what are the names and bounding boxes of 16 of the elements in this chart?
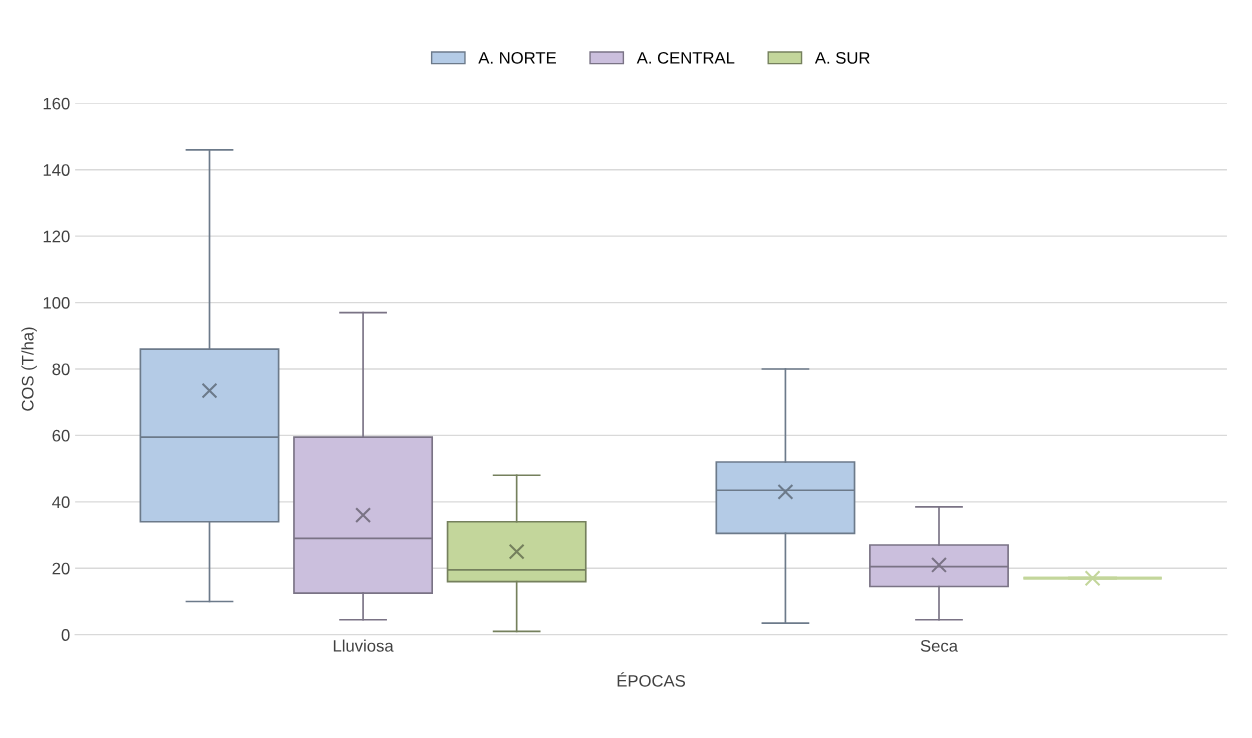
y-tick-label: 160 (43, 97, 70, 110)
y-axis-title: COS (T/ha) (21, 327, 37, 411)
x-tick-label: Lluviosa (333, 639, 394, 652)
legend-label: A. SUR (814, 51, 870, 64)
y-tick-label: 20 (52, 562, 70, 575)
y-tick-label: 120 (43, 230, 70, 243)
y-tick-label: 60 (52, 429, 70, 442)
x-tick-label: Seca (920, 639, 958, 652)
y-tick-label: 0 (61, 629, 70, 641)
legend-label: A. NORTE (478, 51, 556, 64)
x-axis-title: ÉPOCAS (617, 672, 686, 687)
y-tick-label: 80 (52, 363, 70, 376)
legend-label: A. CENTRAL (636, 51, 735, 64)
y-tick-label: 40 (52, 496, 70, 509)
y-tick-label: 100 (43, 296, 70, 309)
y-tick-label: 140 (43, 164, 70, 176)
